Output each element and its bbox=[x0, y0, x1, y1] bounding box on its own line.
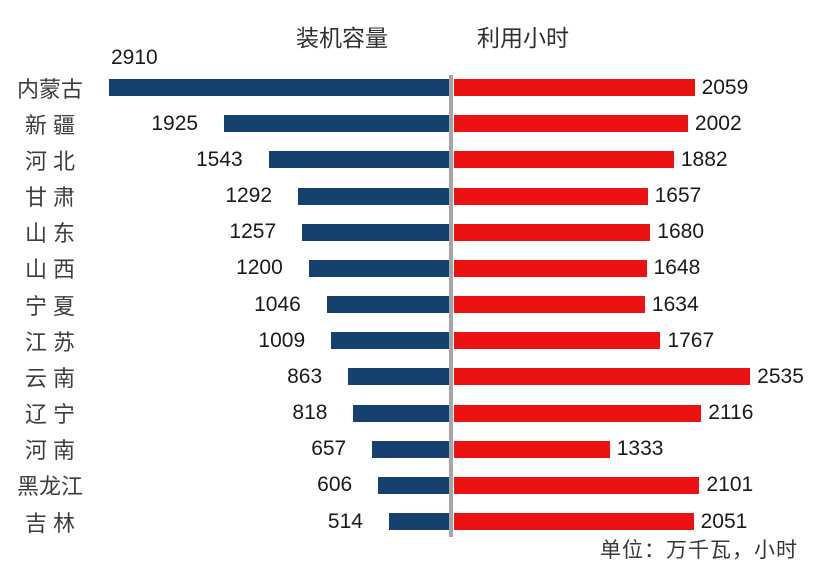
capacity-bar bbox=[109, 79, 449, 96]
capacity-value: 1009 bbox=[258, 328, 306, 352]
hours-value: 1657 bbox=[654, 184, 702, 207]
center-axis-line bbox=[449, 75, 453, 537]
capacity-bar bbox=[298, 187, 449, 205]
unit-note: 单位：万千瓦，小时 bbox=[600, 539, 798, 562]
capacity-value: 1543 bbox=[196, 147, 243, 171]
category-label: 黑龙江 bbox=[16, 474, 83, 500]
capacity-bar bbox=[308, 259, 449, 277]
capacity-value: 514 bbox=[327, 509, 363, 533]
hours-bar bbox=[454, 404, 702, 422]
category-label: 新 疆 bbox=[24, 112, 76, 138]
series-label-capacity: 装机容量 bbox=[296, 25, 388, 51]
capacity-value: 1292 bbox=[225, 184, 273, 207]
capacity-bar bbox=[378, 476, 449, 494]
category-label: 河 北 bbox=[24, 148, 76, 174]
hours-value: 2535 bbox=[757, 364, 804, 388]
category-label: 宁 夏 bbox=[24, 293, 76, 319]
hours-bar bbox=[454, 115, 688, 133]
hours-value: 2101 bbox=[706, 473, 754, 497]
category-label: 辽 宁 bbox=[24, 402, 76, 428]
category-label: 江 苏 bbox=[24, 329, 76, 355]
capacity-bar bbox=[268, 151, 449, 169]
category-label: 云 南 bbox=[24, 365, 76, 391]
capacity-bar bbox=[353, 404, 449, 422]
capacity-value: 863 bbox=[287, 364, 323, 388]
category-label: 河 南 bbox=[24, 438, 76, 464]
hours-bar bbox=[454, 259, 647, 277]
category-label: 山 西 bbox=[24, 257, 76, 283]
hours-bar bbox=[454, 296, 645, 314]
hours-value: 2059 bbox=[701, 75, 749, 99]
hours-bar bbox=[454, 187, 648, 205]
hours-value: 1882 bbox=[680, 147, 728, 171]
hours-bar bbox=[454, 513, 694, 531]
hours-value: 2116 bbox=[708, 401, 754, 425]
capacity-bar bbox=[348, 368, 449, 386]
hours-bar bbox=[454, 223, 651, 241]
category-label: 山 东 bbox=[24, 221, 76, 247]
capacity-value: 606 bbox=[317, 473, 353, 497]
capacity-bar bbox=[224, 115, 449, 133]
hours-bar bbox=[454, 79, 695, 96]
capacity-value: 1200 bbox=[236, 256, 283, 280]
capacity-value: 1046 bbox=[254, 292, 301, 316]
hours-value: 1680 bbox=[657, 220, 704, 244]
capacity-bar bbox=[302, 223, 449, 241]
hours-bar bbox=[454, 151, 674, 169]
series-label-hours: 利用小时 bbox=[477, 25, 569, 51]
hours-value: 1634 bbox=[651, 292, 699, 316]
capacity-bar bbox=[331, 332, 449, 350]
hours-bar bbox=[454, 368, 751, 386]
hours-value: 1333 bbox=[616, 437, 664, 461]
capacity-bar bbox=[326, 296, 449, 314]
category-label: 吉 林 bbox=[24, 510, 76, 536]
hours-bar bbox=[454, 332, 661, 350]
hours-bar bbox=[454, 440, 610, 458]
capacity-value: 1257 bbox=[229, 220, 277, 244]
capacity-value: 657 bbox=[311, 437, 347, 461]
capacity-value: 1925 bbox=[151, 111, 199, 135]
capacity-bar bbox=[388, 513, 449, 531]
hours-value: 1767 bbox=[667, 328, 715, 352]
category-label: 内蒙古 bbox=[16, 76, 83, 102]
hours-bar bbox=[454, 476, 700, 494]
capacity-value: 818 bbox=[292, 401, 328, 425]
capacity-value: 2910 bbox=[111, 46, 158, 69]
category-label: 甘 肃 bbox=[24, 185, 76, 210]
hours-value: 2051 bbox=[700, 509, 748, 533]
capacity-bar bbox=[372, 440, 449, 458]
hours-value: 2002 bbox=[694, 111, 742, 135]
hours-value: 1648 bbox=[653, 256, 701, 280]
